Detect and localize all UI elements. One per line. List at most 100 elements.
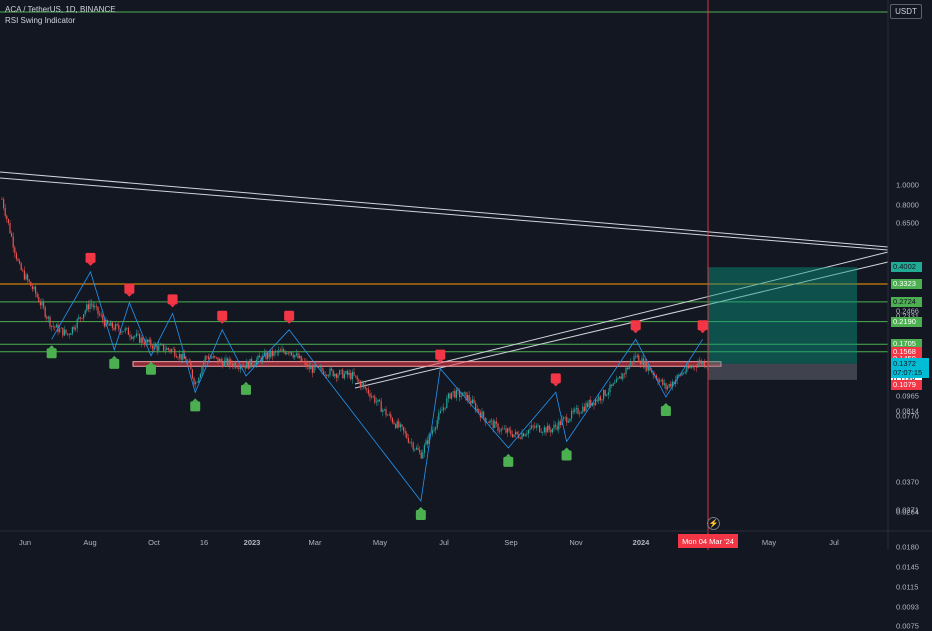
candle-body xyxy=(259,355,261,358)
candle-body xyxy=(139,334,141,343)
candle-body xyxy=(70,333,72,336)
candle-body xyxy=(15,253,17,259)
candle-body xyxy=(124,328,126,332)
candle-body xyxy=(383,409,385,410)
candle-body xyxy=(580,412,582,414)
candle-body xyxy=(243,365,245,368)
candle-body xyxy=(219,358,221,363)
candle-body xyxy=(534,426,536,428)
time-axis-label: 2023 xyxy=(243,538,261,547)
currency-button[interactable]: USDT xyxy=(890,4,922,19)
candle-body xyxy=(702,361,704,365)
candle-body xyxy=(503,428,505,430)
candle-body xyxy=(196,382,198,384)
swing-high-marker xyxy=(217,310,228,324)
price-axis-label: 0.0814 xyxy=(896,406,919,416)
candle-body xyxy=(332,370,334,377)
candle-body xyxy=(639,362,641,365)
candle-body xyxy=(574,409,576,412)
candle-body xyxy=(110,322,112,326)
candle-body xyxy=(103,320,105,327)
candle-body xyxy=(622,373,624,380)
indicator-title[interactable]: RSI Swing Indicator xyxy=(5,16,76,25)
time-axis-label: Nov xyxy=(569,538,583,547)
candle-body xyxy=(364,385,366,389)
candle-body xyxy=(249,359,251,369)
candle-body xyxy=(643,358,645,368)
candle-body xyxy=(481,411,483,418)
candle-body xyxy=(292,355,294,358)
candle-body xyxy=(193,377,195,385)
time-axis-label: Sep xyxy=(504,538,518,547)
candle-body xyxy=(126,327,128,329)
price-axis-label: 0.0770 xyxy=(896,411,919,421)
candle-body xyxy=(703,361,705,367)
swing-low-marker xyxy=(109,355,120,369)
candle-body xyxy=(526,433,528,435)
candle-body xyxy=(572,410,574,412)
candle-body xyxy=(468,394,470,401)
candle-body xyxy=(500,428,502,432)
candle-body xyxy=(475,403,477,411)
candle-body xyxy=(331,368,333,371)
candle-body xyxy=(201,366,203,374)
swing-low-marker xyxy=(561,447,572,461)
price-chart[interactable] xyxy=(0,0,932,550)
candle-body xyxy=(307,364,309,367)
candle-body xyxy=(695,366,697,368)
candle-body xyxy=(588,400,590,407)
candle-body xyxy=(295,353,297,356)
candle-body xyxy=(548,425,550,430)
lightning-icon[interactable]: ⚡ xyxy=(707,517,720,530)
candle-body xyxy=(321,367,323,372)
candle-body xyxy=(358,379,360,382)
candle-body xyxy=(291,352,293,356)
candle-body xyxy=(172,349,174,350)
candle-body xyxy=(329,368,331,376)
candle-body xyxy=(299,355,301,359)
price-axis-label: 0.0965 xyxy=(896,391,919,401)
candle-body xyxy=(225,358,227,361)
candle-body xyxy=(393,422,395,425)
candle-body xyxy=(179,354,181,359)
candle-body xyxy=(460,395,462,398)
candle-body xyxy=(81,318,83,319)
candle-body xyxy=(607,392,609,395)
candle-body xyxy=(14,247,16,254)
price-axis-label: 0.0093 xyxy=(896,602,919,612)
candle-body xyxy=(303,361,305,362)
candle-body xyxy=(390,414,392,419)
trendline xyxy=(354,261,889,389)
candle-body xyxy=(582,406,584,413)
price-badge: 0.2724 xyxy=(891,296,922,307)
candle-body xyxy=(444,407,446,409)
candle-body xyxy=(567,421,569,423)
candle-body xyxy=(55,324,57,328)
candle-body xyxy=(286,352,288,355)
price-badge: 0.1148 xyxy=(891,374,922,385)
candle-body xyxy=(191,369,193,378)
candle-body xyxy=(683,373,685,374)
candle-body xyxy=(499,431,501,432)
candle-body xyxy=(678,374,680,376)
candle-body xyxy=(52,325,54,327)
candle-body xyxy=(401,424,403,427)
candle-body xyxy=(142,337,144,343)
candle-body xyxy=(646,360,648,371)
price-axis-label: 0.6500 xyxy=(896,218,919,228)
candle-body xyxy=(289,352,291,354)
candle-body xyxy=(515,431,517,435)
candle-body xyxy=(583,406,585,412)
candle-body xyxy=(550,429,552,433)
candle-body xyxy=(363,383,365,386)
candle-body xyxy=(497,423,499,432)
position-target-zone xyxy=(708,267,857,364)
candle-body xyxy=(638,355,640,363)
candle-body xyxy=(659,380,661,383)
candle-body xyxy=(369,393,371,398)
candle-body xyxy=(649,366,651,371)
symbol-title[interactable]: ACA / TetherUS, 1D, BINANCE xyxy=(5,5,116,14)
candle-body xyxy=(267,352,269,359)
candle-body xyxy=(238,367,240,369)
candle-body xyxy=(54,326,56,328)
